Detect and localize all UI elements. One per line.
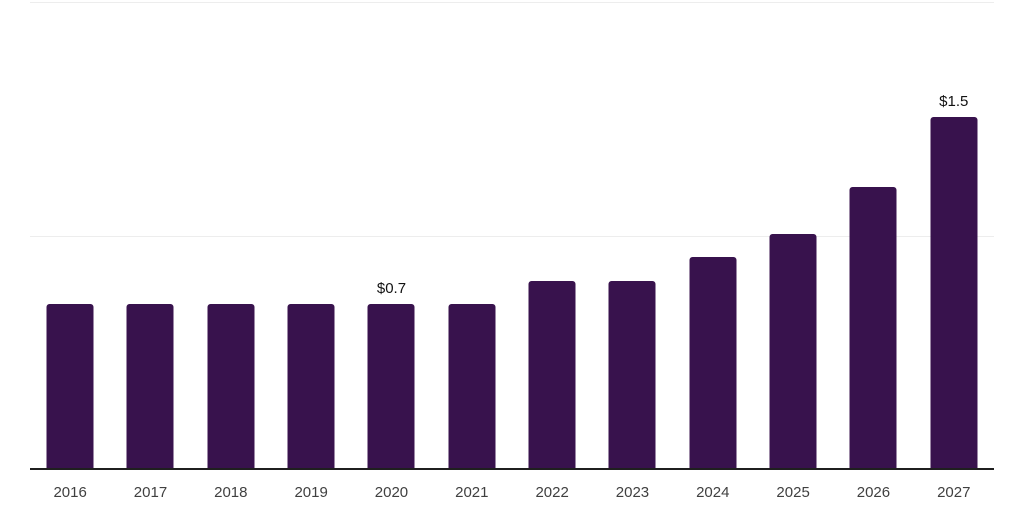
bar-slot-2024 <box>673 3 753 468</box>
bar-slot-2027: $1.5 <box>914 3 994 468</box>
bar-2021 <box>448 304 496 468</box>
x-axis-label-2027: 2027 <box>937 484 971 501</box>
bar-value-label-2027: $1.5 <box>939 93 969 110</box>
x-axis-label-2024: 2024 <box>696 484 730 501</box>
bar-2017 <box>126 304 174 468</box>
x-axis-label-2025: 2025 <box>776 484 810 501</box>
bar-2020 <box>367 304 415 468</box>
bars-container: $0.7 $1.5 <box>30 3 994 468</box>
x-axis-label-2018: 2018 <box>214 484 248 501</box>
x-axis-label-2022: 2022 <box>535 484 569 501</box>
x-axis-labels: 2016 2017 2018 2019 2020 2021 2022 2023 2024 2025… <box>30 485 994 500</box>
x-axis-label-2020: 2020 <box>374 484 409 501</box>
bar-2025 <box>769 234 817 468</box>
bar-2024 <box>689 257 737 468</box>
bar-2016 <box>46 304 94 468</box>
bar-2018 <box>207 304 255 468</box>
bar-slot-2026 <box>833 3 913 468</box>
bar-slot-2016 <box>30 3 110 468</box>
x-axis-label-2021: 2021 <box>455 484 489 501</box>
bar-slot-2023 <box>592 3 672 468</box>
bar-2027 <box>930 117 978 468</box>
bar-slot-2021 <box>432 3 512 468</box>
bar-2023 <box>608 280 656 468</box>
x-axis-label-2017: 2017 <box>133 484 168 501</box>
gridline-mid <box>30 235 994 237</box>
bar-slot-2018 <box>191 3 271 468</box>
bar-2019 <box>287 304 335 468</box>
bar-slot-2020: $0.7 <box>351 3 431 468</box>
bar-slot-2019 <box>271 3 351 468</box>
x-axis-label-2026: 2026 <box>856 484 891 501</box>
x-axis-label-2019: 2019 <box>294 484 328 501</box>
bar-slot-2017 <box>110 3 190 468</box>
bar-2022 <box>528 280 576 468</box>
bar-2026 <box>849 187 897 468</box>
bar-value-label-2020: $0.7 <box>376 280 407 298</box>
bar-slot-2025 <box>753 3 833 468</box>
x-axis-label-2023: 2023 <box>615 484 650 501</box>
bar-slot-2022 <box>512 3 592 468</box>
plot-area: $0.7 $1.5 <box>30 2 994 470</box>
x-axis-label-2016: 2016 <box>53 484 87 501</box>
